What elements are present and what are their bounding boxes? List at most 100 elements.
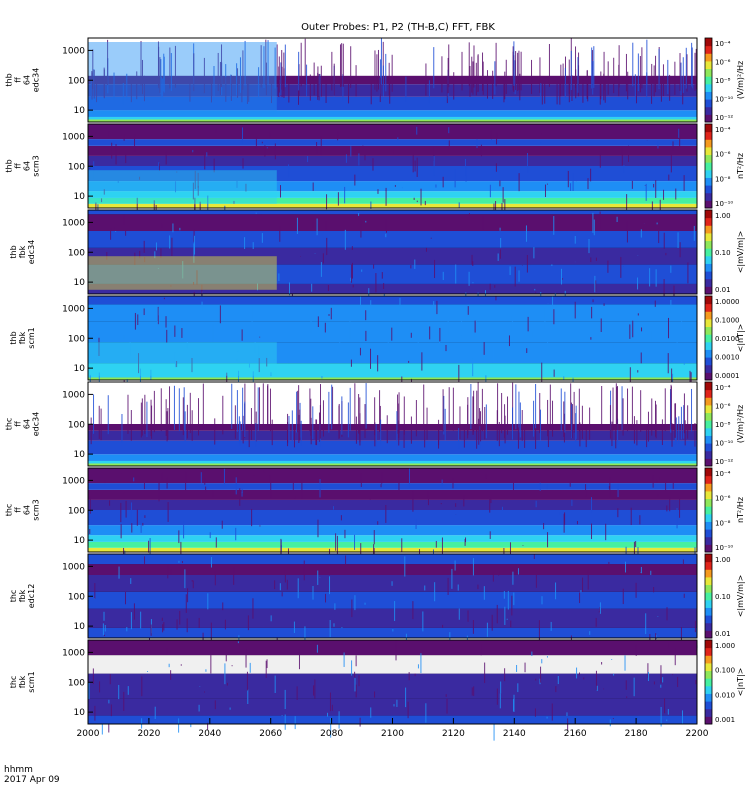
spectral-spike [613, 58, 614, 93]
spectral-band [88, 655, 697, 673]
spectral-spike [350, 46, 351, 88]
spectral-spike [593, 299, 594, 302]
spectral-spike [301, 43, 302, 87]
spectral-spike [678, 416, 679, 443]
colorbar-segment [705, 529, 712, 537]
spectral-spike [127, 651, 128, 653]
spectral-spike [547, 184, 548, 185]
spectral-spike [360, 296, 361, 310]
spectral-spike [141, 513, 142, 533]
colorbar-segment [705, 296, 712, 304]
spectral-spike [617, 386, 618, 430]
spectral-spike [397, 137, 398, 140]
spectral-spike [344, 187, 345, 203]
spectral-spike [573, 173, 574, 191]
panel-label-line: edc34 [27, 240, 36, 265]
panel-label-line: 64 [23, 75, 32, 85]
spectral-spike [332, 387, 333, 431]
spectral-spike [171, 569, 172, 574]
spectral-spike [320, 405, 321, 439]
spectral-spike [568, 317, 569, 318]
spectral-spike [623, 165, 624, 173]
panel-label-line: fbk [18, 245, 27, 258]
spectral-spike [499, 181, 500, 187]
spectral-spike [443, 389, 444, 431]
spectral-spike [608, 61, 609, 94]
spectral-spike [651, 331, 652, 342]
spectral-spike [497, 605, 498, 623]
spectral-spike [250, 663, 251, 673]
colorbar-segment [705, 607, 712, 615]
colorbar-segment [705, 61, 712, 69]
spectral-spike [592, 61, 593, 94]
spectral-spike [285, 690, 286, 709]
spectral-spike [162, 618, 163, 621]
spectral-spike [151, 406, 152, 439]
panel-label-line: scm3 [32, 155, 41, 176]
spectral-spike [651, 398, 652, 435]
spectral-spike [503, 548, 504, 554]
spectral-spike [135, 313, 136, 330]
spectral-spike [551, 622, 552, 631]
spectral-spike [364, 404, 365, 438]
spectral-spike [427, 408, 428, 440]
spectral-spike [142, 398, 143, 435]
spectral-spike [283, 68, 284, 97]
spectral-spike [317, 66, 318, 97]
spectral-spike [579, 673, 580, 676]
colorbar-segment [705, 491, 712, 499]
spectral-spike [486, 404, 487, 438]
spectral-spike [166, 330, 167, 343]
spectral-spike [177, 619, 178, 629]
colorbar-label: <|nT|> [736, 324, 745, 353]
spectral-band [88, 592, 697, 609]
spectral-spike [110, 674, 111, 684]
spectral-spike [326, 238, 327, 255]
spectral-spike [141, 403, 142, 438]
colorbar-segment [705, 701, 712, 709]
footer-date-label: 2017 Apr 09 [4, 775, 60, 785]
spectral-spike [104, 612, 105, 621]
colorbar-segment [705, 451, 712, 459]
spectral-spike [577, 57, 578, 93]
spectral-spike [354, 535, 355, 550]
spectral-spike [214, 418, 215, 444]
spectral-spike [429, 80, 430, 103]
spectral-spike [166, 152, 167, 165]
spectral-spike [222, 521, 223, 529]
spectral-spike [500, 682, 501, 694]
spectral-spike [93, 394, 94, 433]
spectral-spike [224, 663, 225, 684]
spectral-spike [575, 302, 576, 319]
spectral-spike [409, 468, 410, 488]
spectral-spike [204, 692, 205, 693]
spectral-spike [636, 80, 637, 103]
spectral-spike [592, 213, 593, 233]
spectral-spike [360, 718, 361, 727]
spectral-spike [130, 578, 131, 584]
spectral-spike [309, 388, 310, 431]
spectral-spike [242, 127, 243, 143]
spectral-spike [396, 640, 397, 660]
spectral-spike [119, 567, 120, 579]
spectral-spike [215, 571, 216, 586]
spectral-spike [495, 296, 496, 300]
spectral-spike [350, 146, 351, 156]
spectral-spike [205, 487, 206, 493]
spectral-spike [525, 663, 526, 673]
spectral-spike [360, 348, 361, 356]
panel-label-line: ff [14, 77, 23, 83]
spectral-spike [331, 52, 332, 91]
spectral-spike [446, 694, 447, 697]
spectral-spike [694, 53, 695, 91]
colorbar-tick-label: 10⁻⁶ [715, 59, 731, 67]
spectral-spike [653, 587, 654, 592]
spectral-spike [351, 600, 352, 618]
spectral-spike [310, 75, 311, 101]
spectral-spike [351, 360, 352, 367]
spectral-band [88, 214, 697, 231]
y-tick-label: 10 [74, 106, 86, 116]
